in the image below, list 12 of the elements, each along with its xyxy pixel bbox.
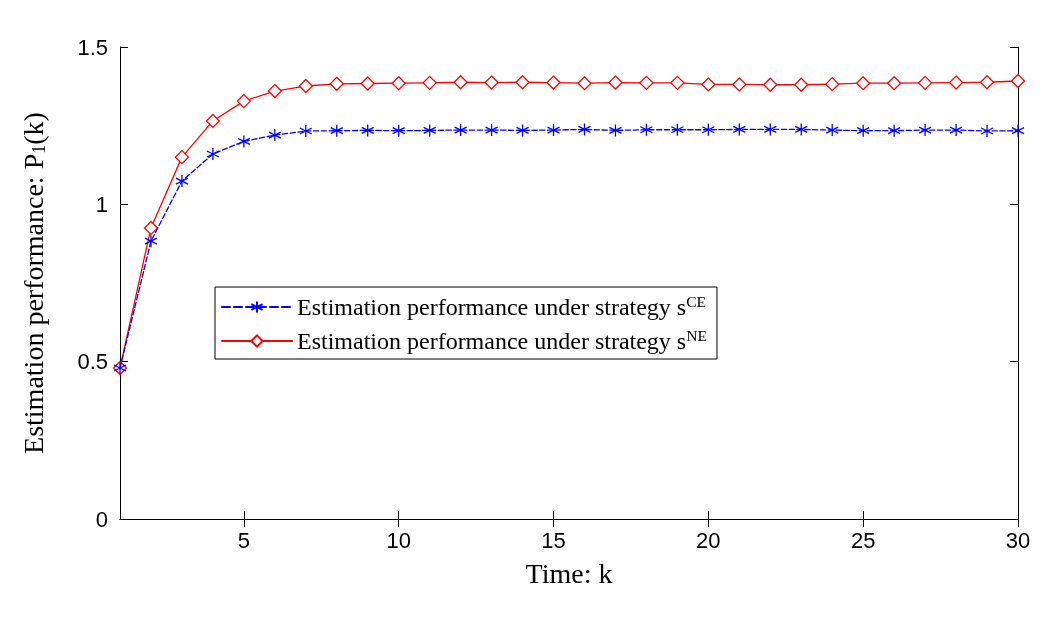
x-tick-label: 30 bbox=[1005, 527, 1031, 553]
y-axis-title: Estimation performance: P1(k) bbox=[17, 112, 49, 454]
y-tick-label: 0.5 bbox=[77, 349, 108, 375]
x-tick-label: 25 bbox=[850, 527, 876, 553]
x-tick-label: 10 bbox=[386, 527, 411, 553]
x-tick-label: 5 bbox=[237, 527, 250, 553]
x-tick-label: 20 bbox=[696, 527, 721, 553]
y-tick-label: 1 bbox=[95, 191, 108, 217]
y-tick-label: 0 bbox=[95, 506, 108, 532]
y-tick-label: 1.5 bbox=[77, 34, 108, 60]
x-axis-title: Time: k bbox=[525, 557, 613, 589]
x-tick-label: 15 bbox=[541, 527, 566, 553]
